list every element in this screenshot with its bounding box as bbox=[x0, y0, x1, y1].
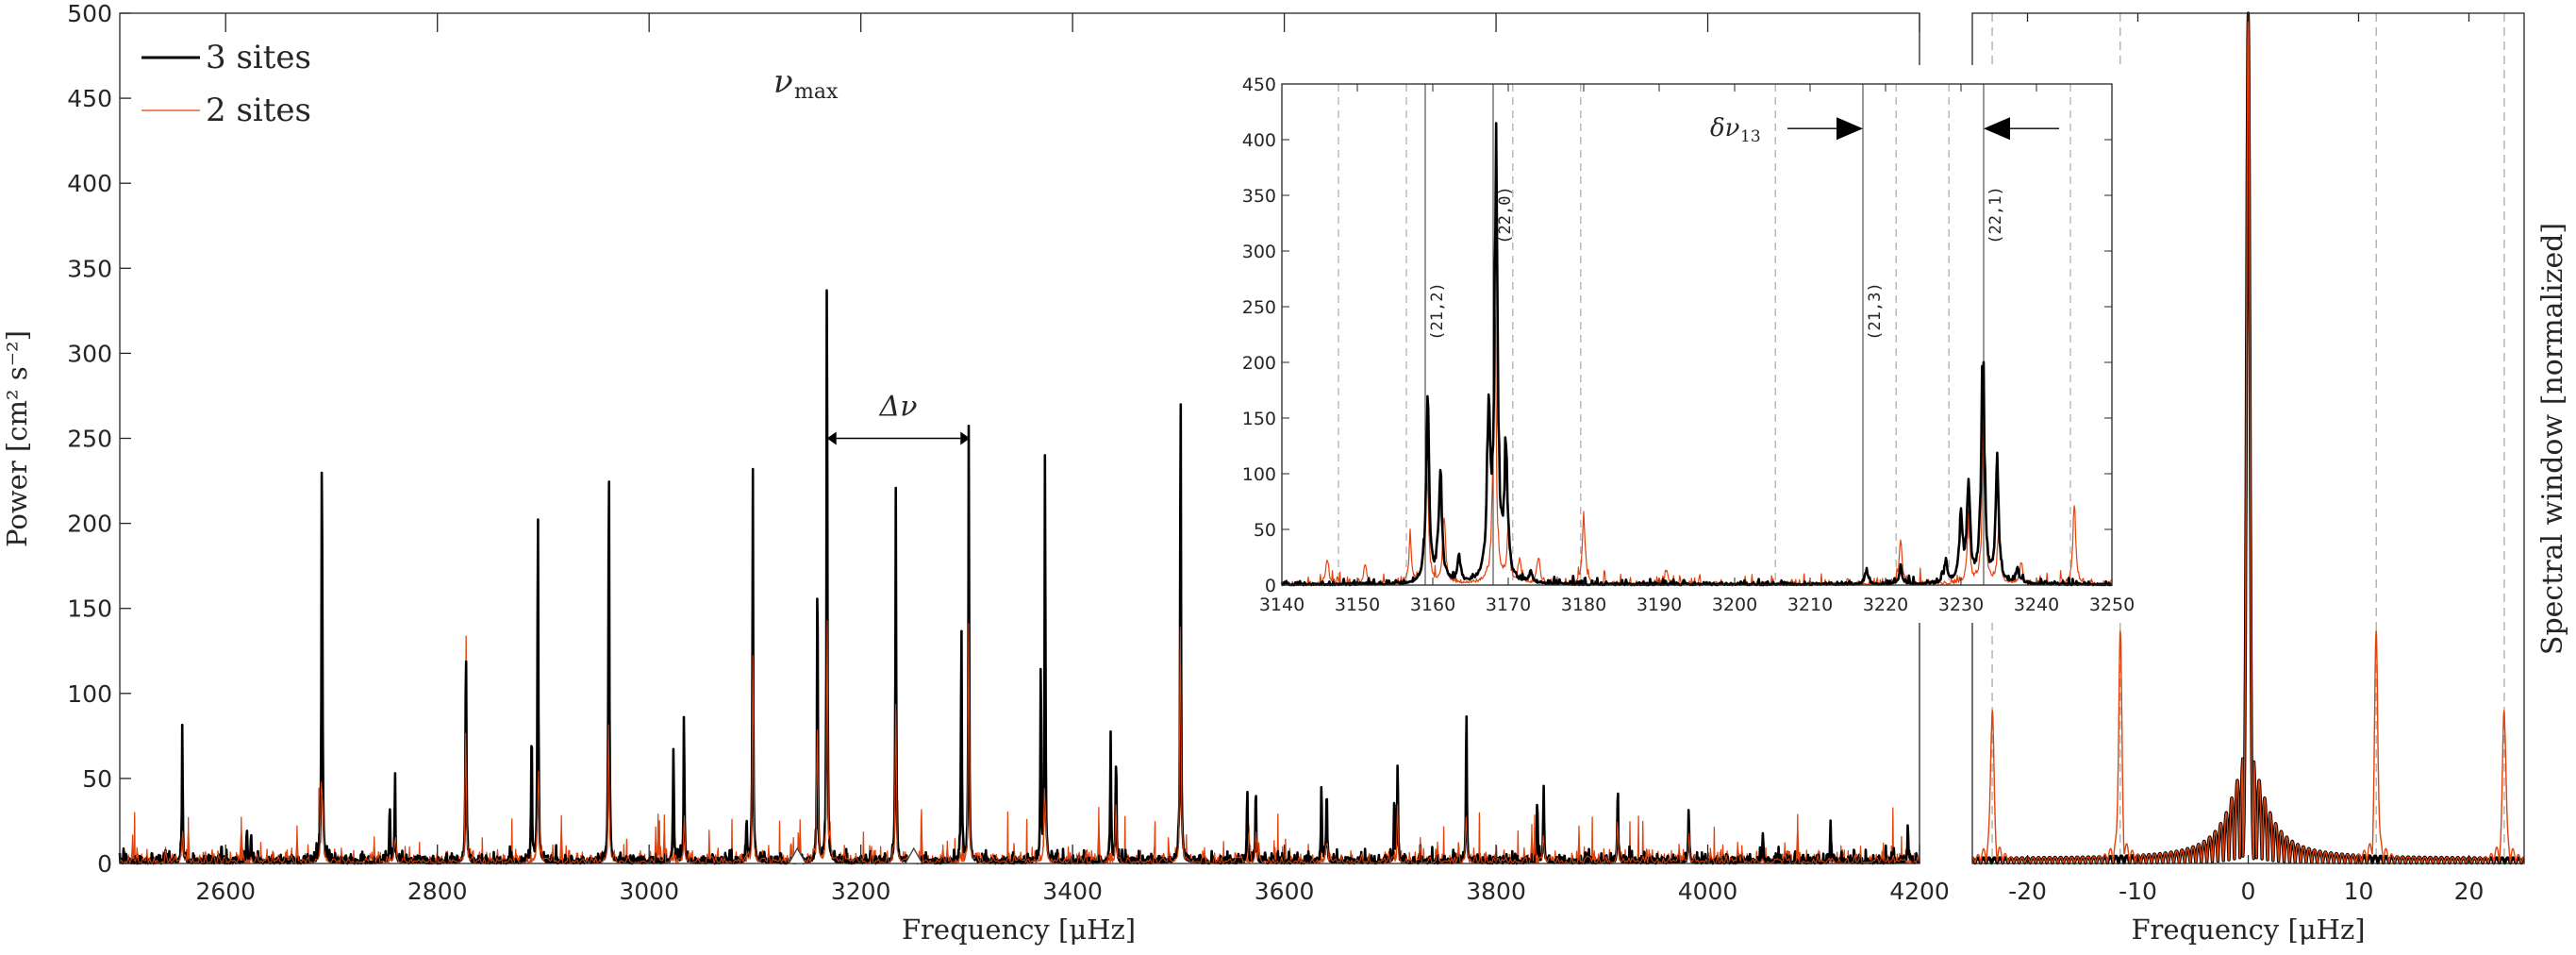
inset-y-tick-label: 250 bbox=[1242, 297, 1276, 318]
inset-y-tick-label: 100 bbox=[1242, 464, 1276, 485]
delta-nu13-subscript: 13 bbox=[1740, 127, 1761, 146]
inset-x-tick-label: 3150 bbox=[1335, 595, 1380, 615]
inset-y-tick-label: 400 bbox=[1242, 130, 1276, 151]
x-axis-label: Frequency [μHz] bbox=[902, 913, 1136, 946]
y-tick-label: 100 bbox=[67, 680, 112, 708]
inset-x-tick-label: 3230 bbox=[1938, 595, 1984, 615]
y-tick-label: 500 bbox=[67, 0, 112, 27]
power-spectrum-panel: 2600 2800 3000 3200 3400 3600 3800 4000 42000501… bbox=[1, 0, 1950, 946]
y-tick-label: 400 bbox=[67, 170, 112, 197]
window-x-tick-label: -20 bbox=[2008, 878, 2047, 905]
y-axis-label: Power [cm² s⁻²] bbox=[1, 330, 33, 547]
delta-nu13-arrowhead-right bbox=[1984, 117, 2010, 141]
window-x-axis-label: Frequency [μHz] bbox=[2131, 913, 2365, 946]
inset-frame bbox=[1281, 83, 2113, 586]
legend-label-2-sites: 2 sites bbox=[206, 92, 311, 129]
mode-label: (22,1) bbox=[1986, 186, 2005, 243]
inset-x-tick-label: 3210 bbox=[1787, 595, 1833, 615]
inset-y-tick-label: 350 bbox=[1242, 186, 1276, 207]
inset-panel: (21,2) (22,0) (21,3) (22,1) 3140 3150 3160 3170… bbox=[1216, 65, 2150, 623]
window-x-tick-label: 0 bbox=[2241, 878, 2256, 905]
inset-x-tick-label: 3220 bbox=[1863, 595, 1908, 615]
inset-y-tick-label: 200 bbox=[1242, 353, 1276, 374]
y-tick-label: 200 bbox=[67, 511, 112, 538]
inset-y-tick-label: 150 bbox=[1242, 409, 1276, 429]
inset-y-tick-label: 300 bbox=[1242, 242, 1276, 262]
delta-nu-label: Δν bbox=[879, 391, 918, 424]
x-tick-label: 4000 bbox=[1678, 878, 1738, 905]
mode-label: (21,2) bbox=[1428, 282, 1447, 340]
delta-nu-arrowhead-right bbox=[960, 431, 971, 445]
legend-label-3-sites: 3 sites bbox=[206, 39, 311, 76]
inset-x-tick-label: 3190 bbox=[1637, 595, 1682, 615]
inset-x-tick-label: 3200 bbox=[1712, 595, 1757, 615]
inset-x-tick-label: 3250 bbox=[2089, 595, 2135, 615]
delta-nu-arrowhead-left bbox=[826, 431, 837, 445]
inset-y-tick-label: 50 bbox=[1254, 520, 1276, 541]
spectral-window-panel: -20 -10 0 10 20 Frequency [μHz] Spectral windo… bbox=[1970, 11, 2569, 946]
inset-range-triangle-marker bbox=[788, 846, 807, 864]
inset-x-tick-label: 3140 bbox=[1259, 595, 1305, 615]
inset-x-tick-label: 3240 bbox=[2014, 595, 2059, 615]
series-3-sites-line bbox=[118, 289, 1920, 865]
mode-label: (22,0) bbox=[1496, 186, 1515, 243]
inset-range-triangle-marker bbox=[904, 846, 923, 864]
y-tick-label: 150 bbox=[67, 595, 112, 623]
inset-x-tick-label: 3180 bbox=[1561, 595, 1606, 615]
x-tick-label: 3400 bbox=[1042, 878, 1103, 905]
x-tick-label: 3200 bbox=[831, 878, 891, 905]
inset-x-tick-label: 3160 bbox=[1410, 595, 1455, 615]
delta-nu13-label: δν bbox=[1710, 114, 1740, 142]
mode-label: (21,3) bbox=[1866, 282, 1885, 340]
x-tick-label: 3000 bbox=[619, 878, 679, 905]
y-tick-label: 300 bbox=[67, 340, 112, 367]
inset-series-3-sites-line bbox=[1280, 122, 2113, 587]
y-tick-label: 250 bbox=[67, 426, 112, 453]
x-tick-label: 4200 bbox=[1889, 878, 1950, 905]
y-tick-label: 350 bbox=[67, 255, 112, 282]
x-tick-label: 2600 bbox=[195, 878, 256, 905]
y-tick-label: 0 bbox=[97, 850, 112, 878]
window-y-axis-label: Spectral window [normalized] bbox=[2536, 223, 2569, 655]
inset-y-tick-label: 450 bbox=[1242, 75, 1276, 95]
window-x-tick-label: 10 bbox=[2344, 878, 2374, 905]
delta-nu13-arrowhead-left bbox=[1836, 117, 1863, 141]
window-x-tick-label: -10 bbox=[2119, 878, 2157, 905]
legend: 3 sites 2 sites bbox=[141, 39, 311, 129]
inset-y-tick-label: 0 bbox=[1265, 576, 1276, 596]
x-tick-label: 2800 bbox=[407, 878, 468, 905]
x-tick-label: 3600 bbox=[1255, 878, 1315, 905]
y-tick-label: 450 bbox=[67, 85, 112, 112]
window-x-tick-label: 20 bbox=[2454, 878, 2485, 905]
y-tick-label: 50 bbox=[82, 765, 112, 793]
inset-x-tick-label: 3170 bbox=[1486, 595, 1531, 615]
numax-label: ν bbox=[773, 63, 793, 101]
series-2-sites-overlay bbox=[119, 620, 1920, 864]
x-tick-label: 3800 bbox=[1466, 878, 1526, 905]
numax-subscript: max bbox=[794, 80, 839, 104]
inset-background bbox=[1216, 65, 2150, 623]
